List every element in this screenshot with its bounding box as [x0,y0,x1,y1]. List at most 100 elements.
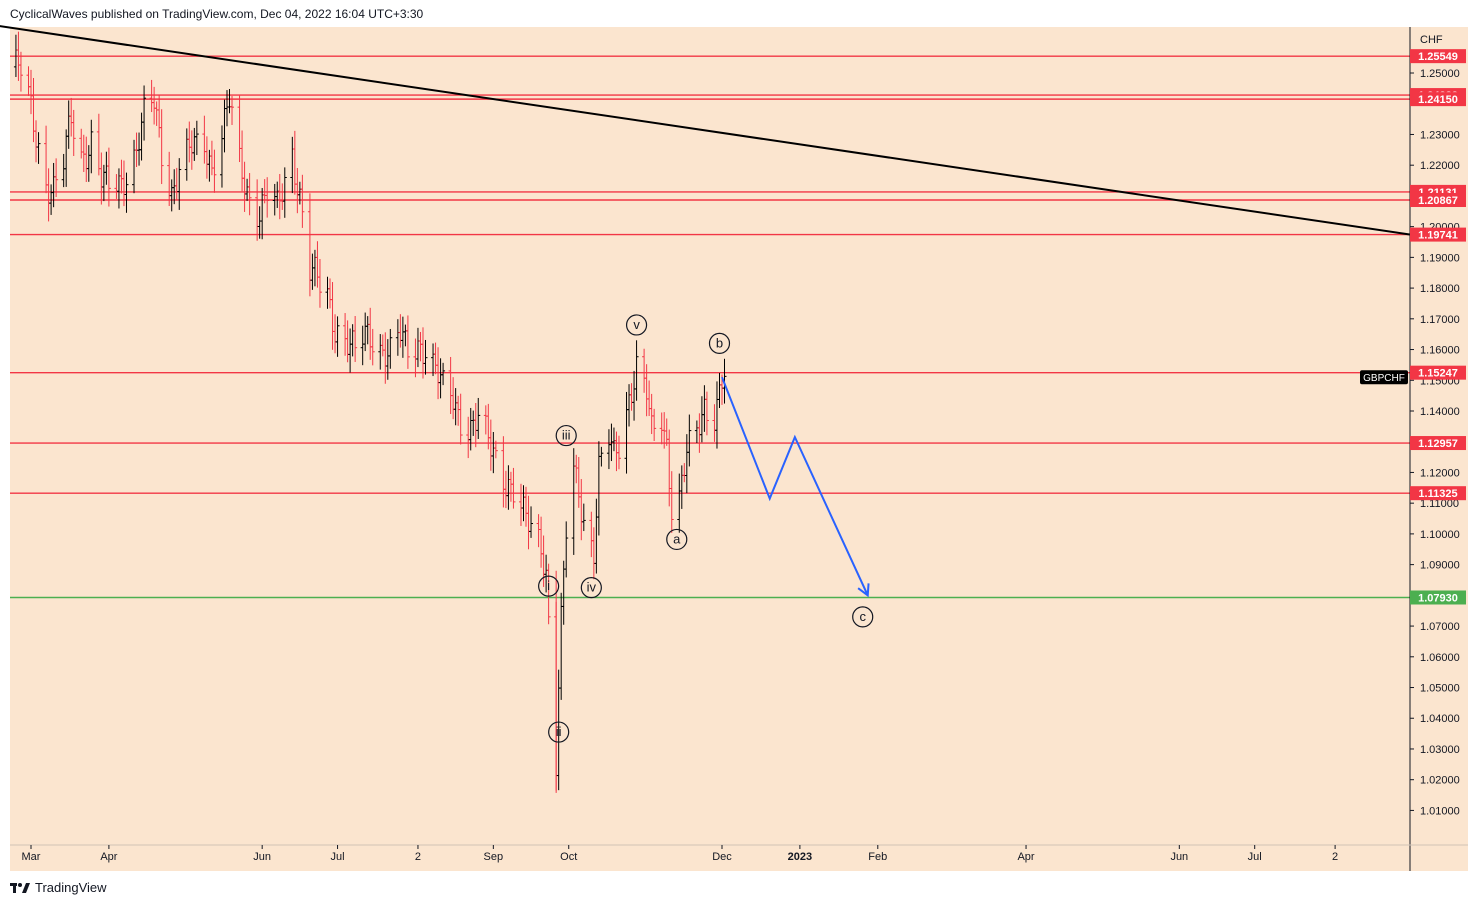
ohlc-bar [599,446,604,467]
x-tick-label: Mar [22,851,41,863]
ohlc-bar [441,362,446,386]
y-tick-label: 1.23000 [1420,129,1460,141]
wave-label-text: a [673,531,681,546]
price-tag-label: 1.15247 [1418,368,1458,380]
wave-label-ii: ii [548,721,570,743]
ohlc-bar [476,397,481,439]
ohlc-bar [616,435,621,470]
ohlc-bar [177,158,182,210]
y-tick-label: 1.04000 [1420,713,1460,725]
price-tag [1410,365,1466,380]
symbol-tag [1360,370,1408,385]
price-tag [1410,486,1466,501]
y-tick-label: 1.11000 [1420,498,1459,510]
price-tag-label: 1.11325 [1418,488,1457,500]
ohlc-bar [370,328,375,366]
ohlc-bar [18,51,23,92]
ohlc-bar [511,467,516,509]
wave-label-circle [580,577,602,599]
ohlc-bar [142,85,147,141]
projection-arrowhead [857,583,870,598]
price-tag-label: 1.07930 [1418,592,1458,604]
wave-label-circle [548,721,570,743]
wave-label-circle [538,575,560,597]
wave-label-iv: iv [580,577,602,599]
ohlc-bar [89,119,94,174]
wave-label-v: v [625,314,648,336]
y-tick-label: 1.18000 [1420,283,1460,295]
ohlc-bar [423,339,428,375]
ohlc-bar [493,440,498,459]
y-tick-label: 1.03000 [1420,744,1460,756]
y-tick-label: 1.02000 [1420,775,1460,787]
ohlc-bars [13,31,727,793]
x-tick-label: 2 [1332,851,1338,863]
x-tick-label: Dec [712,851,732,863]
ohlc-bar [634,340,639,401]
plot-background [10,27,1410,845]
y-tick-label: 1.10000 [1420,529,1460,541]
trendline [0,25,1411,236]
price-tag-label: 1.24150 [1418,94,1458,106]
ohlc-bar [212,149,217,193]
x-tick-label: Jun [253,851,271,863]
x-tick-label: Apr [100,851,117,863]
ohlc-bar [353,315,358,362]
wave-label-a: a [666,528,688,551]
ohlc-bar [546,563,551,625]
wave-label-b: b [708,332,731,354]
wave-label-circle [852,606,874,628]
price-tag-label: 1.19741 [1418,230,1458,242]
ohlc-bar [529,506,534,538]
projection-path [721,376,870,598]
y-tick-label: 1.07000 [1420,621,1460,633]
price-axis-background[interactable] [1410,27,1468,845]
footer-brand[interactable]: TradingView [10,880,107,895]
ohlc-bar [704,391,709,436]
y-tick-label: 1.14000 [1420,406,1460,418]
y-tick-label: 1.19000 [1420,252,1460,264]
wave-label-text: i [547,578,550,593]
ohlc-bar [687,414,692,467]
ohlc-bar [388,328,393,369]
y-tick-label: 1.09000 [1420,560,1460,572]
projection-line [721,376,869,596]
ohlc-bar [71,109,76,156]
y-tick-label: 1.05000 [1420,683,1460,695]
ohlc-bar [124,172,129,213]
ohlc-bar [54,158,59,198]
wave-label-i: i [538,575,560,597]
price-tag [1410,436,1466,451]
ohlc-bar [230,95,235,125]
wave-label-circle [555,424,577,447]
wave-label-iii: iii [555,424,577,447]
ohlc-bar [282,167,287,218]
price-tags: 1.255491.242821.241501.211311.208671.197… [1360,49,1466,605]
wave-label-circle [708,332,731,354]
price-tag [1410,49,1466,64]
y-tick-label: 1.22000 [1420,160,1460,172]
y-tick-label: 1.16000 [1420,345,1460,357]
ohlc-bar [335,316,340,357]
price-tag-label: 1.12957 [1418,438,1458,450]
ohlc-bar [317,259,322,308]
ohlc-bar [300,174,305,228]
wave-label-text: iv [587,580,597,595]
wave-label-text: ii [556,724,562,739]
price-tag-label: 1.25549 [1418,51,1458,63]
ohlc-bar [265,177,270,218]
ohlc-bar [564,521,569,578]
y-tick-label: 1.06000 [1420,652,1460,664]
trendline-group [0,25,1411,236]
wave-label-text: b [716,335,723,350]
wave-label-c: c [852,606,874,628]
publisher-header: CyclicalWaves published on TradingView.c… [10,7,424,21]
y-tick-label: 1.25000 [1420,68,1460,80]
x-tick-label: 2 [415,851,421,863]
y-tick-label: 1.12000 [1420,467,1460,479]
tradingview-logo-icon [10,882,30,893]
time-axis-background[interactable] [10,845,1468,871]
